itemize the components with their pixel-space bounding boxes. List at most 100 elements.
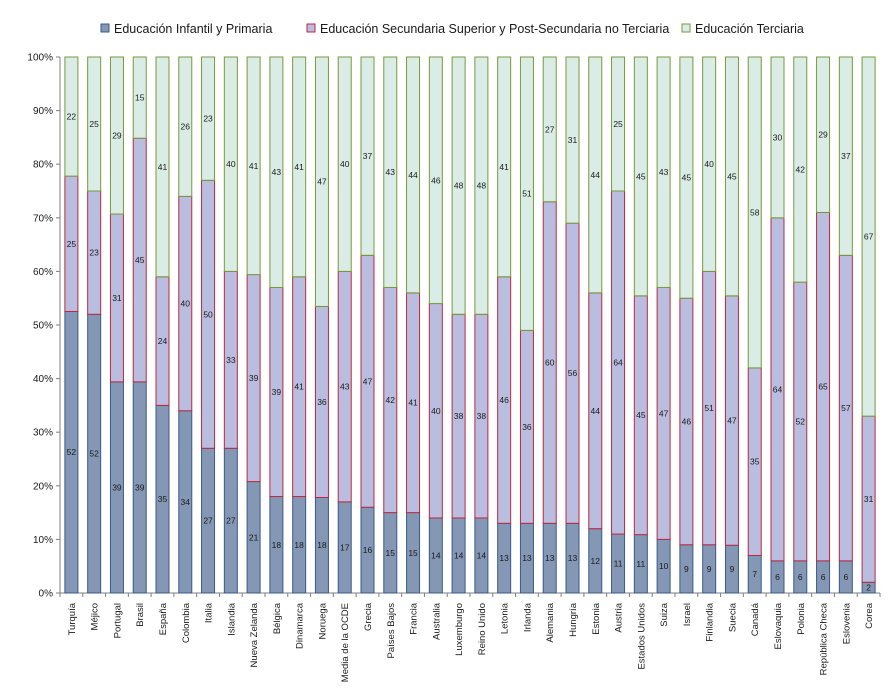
- legend-swatch-1: [100, 23, 110, 33]
- x-tick-label: Media de la OCDE: [340, 603, 351, 682]
- data-label: 25: [67, 239, 77, 249]
- bar-segment-series-3: [861, 56, 876, 417]
- data-label: 37: [363, 151, 373, 161]
- data-label: 40: [340, 159, 350, 169]
- data-label: 27: [545, 124, 555, 134]
- x-tick-label: Luxemburgo: [454, 603, 465, 656]
- data-label: 15: [386, 548, 396, 558]
- data-label: 46: [431, 175, 441, 185]
- x-tick-label: República Checa: [819, 602, 830, 675]
- data-label: 39: [112, 482, 122, 492]
- bar-segment-series-3: [64, 56, 79, 177]
- data-label: 56: [568, 368, 578, 378]
- data-label: 45: [636, 410, 646, 420]
- bar-segment-series-3: [633, 56, 648, 297]
- data-label: 13: [499, 553, 509, 563]
- data-label: 41: [158, 162, 168, 172]
- data-label: 64: [613, 358, 623, 368]
- data-label: 15: [408, 548, 418, 558]
- x-tick-label: Bélgica: [272, 602, 283, 634]
- x-tick-label: Países Bajos: [386, 603, 397, 659]
- data-label: 44: [591, 406, 601, 416]
- data-label: 14: [477, 550, 487, 560]
- data-label: 41: [294, 382, 304, 392]
- data-label: 25: [89, 119, 99, 129]
- data-label: 23: [203, 114, 213, 124]
- data-label: 39: [272, 387, 282, 397]
- data-label: 26: [181, 122, 191, 132]
- data-label: 67: [864, 232, 874, 242]
- bar-segment-series-3: [269, 56, 284, 288]
- y-tick-label: 80%: [33, 160, 53, 171]
- data-label: 42: [796, 165, 806, 175]
- data-label: 41: [294, 162, 304, 172]
- x-tick-label: Corea: [864, 602, 875, 629]
- data-label: 14: [431, 550, 441, 560]
- x-tick-label: Islandia: [226, 602, 237, 635]
- legend-label-3: Educación Terciaria: [695, 22, 804, 36]
- y-tick-label: 70%: [33, 213, 53, 224]
- y-tick-label: 40%: [33, 374, 53, 385]
- y-tick-label: 20%: [33, 481, 53, 492]
- x-tick-label: Estonia: [591, 602, 602, 634]
- data-label: 9: [707, 564, 712, 574]
- x-tick-label: Eslovenia: [841, 602, 852, 644]
- bar-segment-series-3: [383, 56, 398, 288]
- legend-label-1: Educación Infantil y Primaria: [114, 22, 272, 36]
- data-label: 18: [294, 540, 304, 550]
- data-label: 9: [684, 564, 689, 574]
- data-label: 57: [841, 403, 851, 413]
- x-tick-label: Suiza: [659, 602, 670, 626]
- bar-segment-series-3: [793, 56, 808, 283]
- x-tick-label: Hungría: [568, 602, 579, 637]
- bar-segment-series-3: [246, 56, 261, 276]
- data-label: 17: [340, 542, 350, 552]
- x-tick-label: Italia: [204, 602, 215, 623]
- bar-segment-series-3: [314, 56, 329, 307]
- y-tick-label: 30%: [33, 428, 53, 439]
- bar-segment-series-3: [474, 56, 489, 315]
- x-tick-label: Alemania: [545, 602, 556, 642]
- data-label: 31: [112, 293, 122, 303]
- x-tick-label: Grecia: [363, 602, 374, 631]
- bar-segment-series-3: [360, 56, 375, 256]
- data-label: 27: [226, 516, 236, 526]
- bar-segment-series-3: [724, 56, 739, 297]
- data-label: 40: [181, 299, 191, 309]
- bar-segment-series-3: [132, 56, 147, 139]
- bar-segment-series-3: [542, 56, 557, 203]
- bar-segment-series-3: [656, 56, 671, 288]
- data-label: 33: [226, 355, 236, 365]
- data-label: 6: [821, 572, 826, 582]
- data-label: 43: [272, 167, 282, 177]
- data-label: 39: [135, 482, 145, 492]
- bar-segment-series-3: [770, 56, 785, 219]
- data-label: 38: [454, 411, 464, 421]
- y-tick-label: 100%: [27, 53, 53, 64]
- x-tick-label: Israel: [682, 603, 693, 626]
- data-label: 6: [843, 572, 848, 582]
- data-label: 29: [818, 130, 828, 140]
- data-label: 47: [727, 416, 737, 426]
- data-label: 11: [636, 559, 645, 569]
- data-label: 47: [317, 177, 327, 187]
- data-label: 43: [659, 167, 669, 177]
- data-label: 27: [203, 516, 213, 526]
- data-label: 29: [112, 131, 122, 141]
- data-label: 16: [363, 545, 373, 555]
- data-label: 39: [249, 373, 259, 383]
- data-label: 31: [864, 494, 874, 504]
- bar-segment-series-3: [451, 56, 466, 315]
- data-label: 2: [866, 583, 871, 593]
- data-label: 7: [752, 569, 757, 579]
- bars: 5225225223253931293945153524413440262750…: [64, 56, 876, 594]
- x-tick-label: Finlandia: [705, 602, 716, 641]
- y-tick-label: 50%: [33, 321, 53, 332]
- data-label: 44: [408, 170, 418, 180]
- data-label: 43: [386, 167, 396, 177]
- data-label: 47: [659, 408, 669, 418]
- data-label: 64: [773, 384, 783, 394]
- x-tick-label: Eslovaquia: [773, 602, 784, 649]
- x-tick-labels: Turquía Méjico Portugal Brasil España Colombi…: [67, 602, 875, 682]
